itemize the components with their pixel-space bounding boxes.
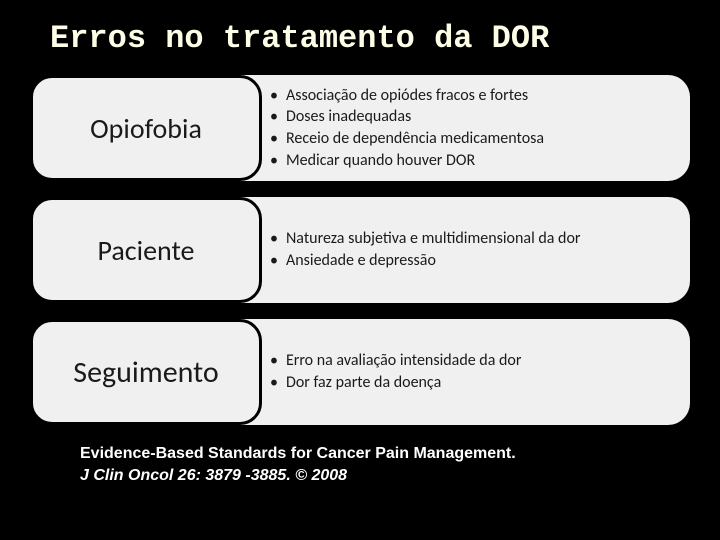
list-item: • Receio de dependência medicamentosa (270, 128, 678, 150)
item-text: Natureza subjetiva e multidimensional da… (286, 228, 581, 250)
list-item: • Dor faz parte da doença (270, 372, 678, 394)
bullet-icon: • (270, 250, 278, 272)
pill-opiofobia: Opiofobia (30, 75, 262, 181)
list-item: • Natureza subjetiva e multidimensional d… (270, 228, 678, 250)
list-item: • Doses inadequadas (270, 106, 678, 128)
content-opiofobia: • Associação de opiódes fracos e fortes •… (240, 75, 690, 181)
list-item: • Erro na avaliação intensidade da dor (270, 350, 678, 372)
bullet-icon: • (270, 128, 278, 150)
block-paciente: Paciente • Natureza subjetiva e multidime… (30, 197, 690, 303)
content-paciente: • Natureza subjetiva e multidimensional d… (240, 197, 690, 303)
bullet-icon: • (270, 228, 278, 250)
pill-label: Seguimento (73, 354, 218, 391)
pill-label: Opiofobia (90, 111, 202, 146)
item-text: Doses inadequadas (286, 106, 411, 128)
bullet-icon: • (270, 350, 278, 372)
slide: Erros no tratamento da DOR Opiofobia • As… (0, 0, 720, 540)
bullet-icon: • (270, 150, 278, 172)
pill-label: Paciente (98, 233, 195, 268)
list-item: • Ansiedade e depressão (270, 250, 678, 272)
item-text: Medicar quando houver DOR (286, 150, 475, 172)
item-text: Associação de opiódes fracos e fortes (286, 85, 528, 107)
block-opiofobia: Opiofobia • Associação de opiódes fracos … (30, 75, 690, 181)
slide-title: Erros no tratamento da DOR (50, 20, 690, 57)
block-seguimento: Seguimento • Erro na avaliação intensidad… (30, 319, 690, 425)
pill-paciente: Paciente (30, 197, 262, 303)
bullet-icon: • (270, 85, 278, 107)
bullet-icon: • (270, 106, 278, 128)
citation-line1: Evidence-Based Standards for Cancer Pain… (80, 443, 690, 465)
item-text: Receio de dependência medicamentosa (286, 128, 544, 150)
citation: Evidence-Based Standards for Cancer Pain… (80, 443, 690, 486)
item-text: Ansiedade e depressão (286, 250, 436, 272)
pill-seguimento: Seguimento (30, 319, 262, 425)
citation-line2: J Clin Oncol 26: 3879 -3885. © 2008 (80, 465, 690, 487)
list-item: • Medicar quando houver DOR (270, 150, 678, 172)
item-text: Erro na avaliação intensidade da dor (286, 350, 521, 372)
bullet-icon: • (270, 372, 278, 394)
list-item: • Associação de opiódes fracos e fortes (270, 85, 678, 107)
item-text: Dor faz parte da doença (286, 372, 441, 394)
content-seguimento: • Erro na avaliação intensidade da dor • D… (240, 319, 690, 425)
